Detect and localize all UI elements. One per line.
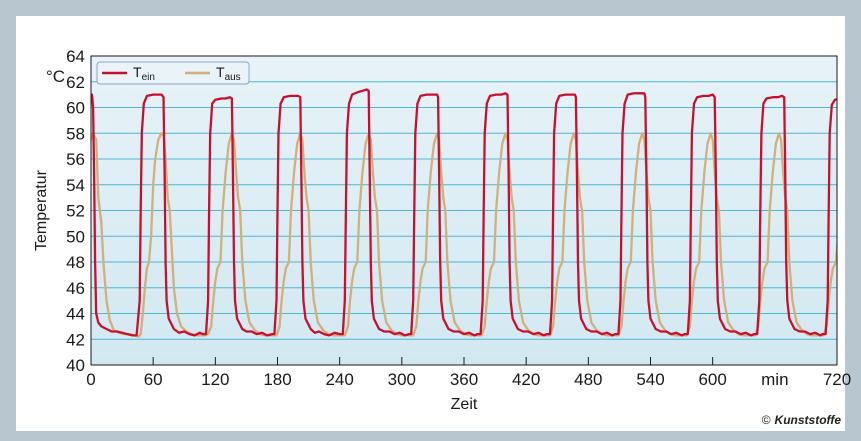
legend: Tein Taus (96, 61, 250, 85)
x-tick-label: 60 (144, 370, 163, 389)
y-tick-label: 42 (66, 330, 85, 349)
copyright-symbol: © (761, 413, 771, 427)
y-tick-label: 64 (66, 47, 85, 66)
series-group (91, 88, 837, 338)
y-tick-label: 44 (66, 305, 85, 324)
x-tick-label: 360 (450, 370, 478, 389)
x-tick-label: 540 (636, 370, 664, 389)
x-tick-label: 180 (263, 370, 291, 389)
legend-label-t-aus-sub: aus (225, 72, 241, 83)
y-axis-title: Temperatur (33, 169, 50, 251)
legend-label-t-aus: Taus (216, 64, 241, 83)
x-tick-label: 0 (86, 370, 95, 389)
x-tick-label: 120 (201, 370, 229, 389)
x-tick-label: 420 (512, 370, 540, 389)
y-tick-label: 46 (66, 279, 85, 298)
x-tick-label: 600 (698, 370, 726, 389)
x-tick-label: 480 (574, 370, 602, 389)
legend-box (96, 61, 250, 85)
y-tick-label: 58 (66, 124, 85, 143)
legend-label-t-ein-main: T (133, 64, 142, 80)
x-tick-label: 240 (325, 370, 353, 389)
legend-label-t-ein: Tein (133, 64, 155, 83)
x-tick-label: 300 (388, 370, 416, 389)
copyright-notice: © Kunststoffe (762, 413, 841, 427)
x-tick-label: min (761, 370, 788, 389)
x-axis-title: Zeit (451, 396, 478, 413)
y-unit-label: °C (46, 67, 65, 86)
x-tick-labels: 0 60 120 180 240 300 360 420 480 540 600 min 720 (86, 370, 851, 389)
plot-border (90, 55, 838, 366)
y-tick-label: 56 (66, 150, 85, 169)
y-tick-label: 52 (66, 202, 85, 221)
y-tick-labels: 40 42 44 46 48 50 52 54 56 58 60 62 64 (66, 47, 85, 375)
series-line-t-ein (91, 88, 837, 337)
y-tick-label: 60 (66, 99, 85, 118)
x-tick-label: 720 (823, 370, 851, 389)
y-tick-label: 62 (66, 73, 85, 92)
y-tick-label: 48 (66, 253, 85, 272)
y-tick-label: 50 (66, 227, 85, 246)
copyright-text: Kunststoffe (774, 413, 841, 427)
legend-label-t-ein-sub: ein (142, 72, 155, 83)
y-tick-label: 54 (66, 176, 85, 195)
y-tick-label: 40 (66, 356, 85, 375)
legend-label-t-aus-main: T (216, 64, 225, 80)
